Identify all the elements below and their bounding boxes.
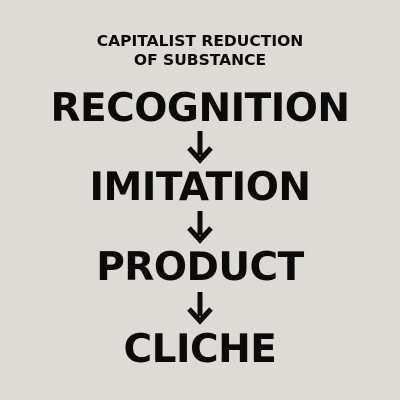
step-recognition: RECOGNITION — [50, 86, 350, 131]
arrow-down-icon — [186, 131, 214, 165]
step-product: PRODUCT — [96, 245, 304, 290]
arrow-down-icon — [186, 292, 214, 326]
arrow-down-icon — [186, 211, 214, 245]
diagram-subtitle: CAPITALIST REDUCTION OF SUBSTANCE — [96, 32, 304, 69]
step-cliche: CLICHE — [123, 327, 277, 372]
step-imitation: IMITATION — [89, 165, 311, 210]
